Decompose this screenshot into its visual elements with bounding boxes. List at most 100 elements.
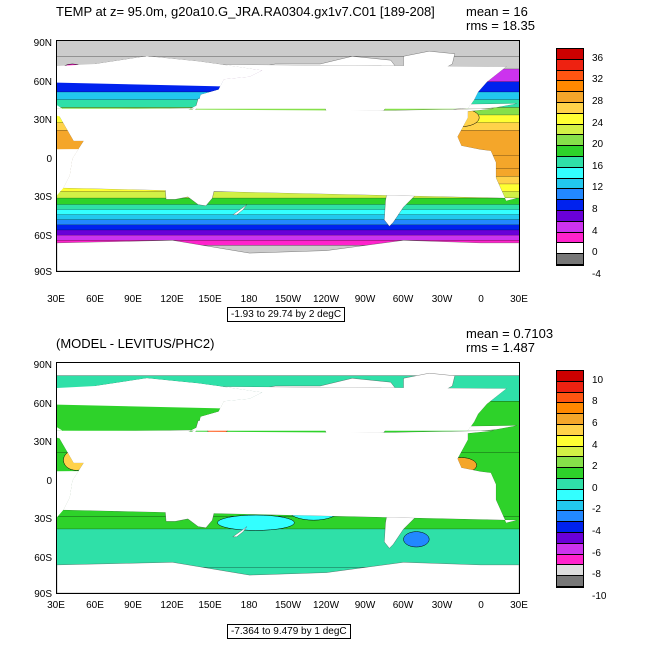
colorbar-label: 8 [592, 204, 598, 215]
colorbar-swatch [557, 414, 583, 425]
map-canvas [57, 363, 519, 593]
lon-label: 150E [198, 600, 222, 611]
lon-label: 30E [47, 600, 65, 611]
field-band [57, 225, 519, 231]
land-africa-west [57, 430, 468, 518]
lon-label: 120W [312, 294, 340, 305]
lon-label: 120E [160, 294, 184, 305]
colorbar-swatch [557, 124, 583, 136]
colorbar-swatch [557, 221, 583, 233]
land-antarctica [57, 240, 519, 271]
colorbar-swatch [557, 425, 583, 436]
rms-value: rms = 18.35 [466, 18, 536, 33]
colorbar-swatch [557, 135, 583, 147]
contour-range-label: -1.93 to 29.74 by 2 degC [227, 307, 346, 322]
colorbar-swatch [557, 81, 583, 93]
land-africa-west [57, 108, 468, 196]
lon-label: 90W [354, 294, 376, 305]
lat-label: 30S [34, 192, 52, 203]
colorbar-label: -2 [592, 504, 601, 516]
colorbar-label: -8 [592, 569, 601, 581]
colorbar-swatch [557, 403, 583, 415]
lat-label: 30N [33, 115, 52, 126]
lon-label: 150E [198, 294, 222, 305]
rms-value: rms = 1.487 [466, 340, 536, 355]
colorbar [556, 370, 584, 588]
colorbar-swatch [557, 157, 583, 168]
colorbar-swatch [557, 70, 583, 82]
panel-title: (MODEL - LEVITUS/PHC2) [56, 336, 215, 351]
difference-panel: (MODEL - LEVITUS/PHC2) mean = 0.7103 rms… [0, 322, 647, 642]
contour-range-label: -7.364 to 9.479 by 1 degC [227, 624, 351, 639]
temperature-map [56, 40, 520, 272]
colorbar-label: 32 [592, 74, 604, 86]
panel-title: TEMP at z= 95.0m, g20a10.G_JRA.RA0304.gx… [56, 4, 435, 19]
colorbar-label: -4 [592, 526, 601, 537]
colorbar-swatch [557, 381, 583, 393]
colorbar-label: 28 [592, 96, 604, 107]
colorbar-swatch [557, 189, 583, 201]
colorbar-label: 0 [592, 247, 598, 259]
colorbar-label: 10 [592, 374, 604, 386]
colorbar-swatch [557, 146, 583, 157]
lon-label: 30E [510, 600, 528, 611]
colorbar-swatch [557, 435, 583, 447]
field-anomaly [403, 531, 430, 548]
field-band [57, 219, 519, 226]
lat-label: 30N [33, 437, 52, 448]
colorbar-swatch [557, 211, 583, 222]
mean-value: mean = 16 [466, 4, 528, 19]
colorbar-label: 24 [592, 117, 604, 129]
lat-label: 60N [33, 77, 52, 88]
lon-label: 0 [478, 294, 484, 305]
mean-value: mean = 0.7103 [466, 326, 554, 341]
colorbar-swatch [557, 200, 583, 211]
colorbar-swatch [557, 468, 583, 479]
colorbar-label: 4 [592, 225, 598, 237]
lon-label: 180 [240, 600, 258, 611]
lon-label: 120W [312, 600, 340, 611]
colorbar-swatch [557, 457, 583, 469]
field-band [57, 363, 519, 377]
colorbar-swatch [557, 49, 583, 60]
field-band [57, 240, 519, 246]
lat-label: 90S [34, 589, 52, 600]
lat-label: 90N [33, 38, 52, 49]
field-band [57, 209, 519, 216]
lon-label: 150W [274, 600, 302, 611]
field-band [57, 191, 519, 199]
field-band [57, 230, 519, 236]
colorbar-swatch [557, 392, 583, 404]
colorbar [556, 48, 584, 266]
colorbar-label: 16 [592, 160, 604, 172]
colorbar-swatch [557, 446, 583, 458]
colorbar-swatch [557, 254, 583, 265]
field-band [57, 529, 519, 568]
colorbar-swatch [557, 243, 583, 255]
lon-label: 90E [124, 600, 142, 611]
lon-label: 60E [86, 294, 104, 305]
lon-label: 30E [47, 294, 65, 305]
colorbar-swatch [557, 167, 583, 179]
lat-label: 0 [46, 476, 52, 487]
field-band [57, 235, 519, 241]
colorbar-swatch [557, 92, 583, 103]
field-band [57, 41, 519, 57]
temperature-panel: TEMP at z= 95.0m, g20a10.G_JRA.RA0304.gx… [0, 0, 647, 322]
lon-label: 120E [160, 600, 184, 611]
lat-label: 0 [46, 154, 52, 165]
colorbar-label: -6 [592, 547, 601, 559]
colorbar-label: -10 [592, 590, 607, 602]
colorbar-label: 2 [592, 461, 598, 473]
colorbar-swatch [557, 576, 583, 587]
lon-label: 0 [478, 600, 484, 611]
colorbar-swatch [557, 489, 583, 501]
colorbar-label: 0 [592, 482, 598, 494]
lat-label: 30S [34, 514, 52, 525]
colorbar-swatch [557, 522, 583, 533]
lat-label: 60S [34, 231, 52, 242]
colorbar-swatch [557, 479, 583, 490]
colorbar-label: 20 [592, 139, 604, 151]
colorbar-swatch [557, 59, 583, 71]
colorbar-swatch [557, 178, 583, 190]
